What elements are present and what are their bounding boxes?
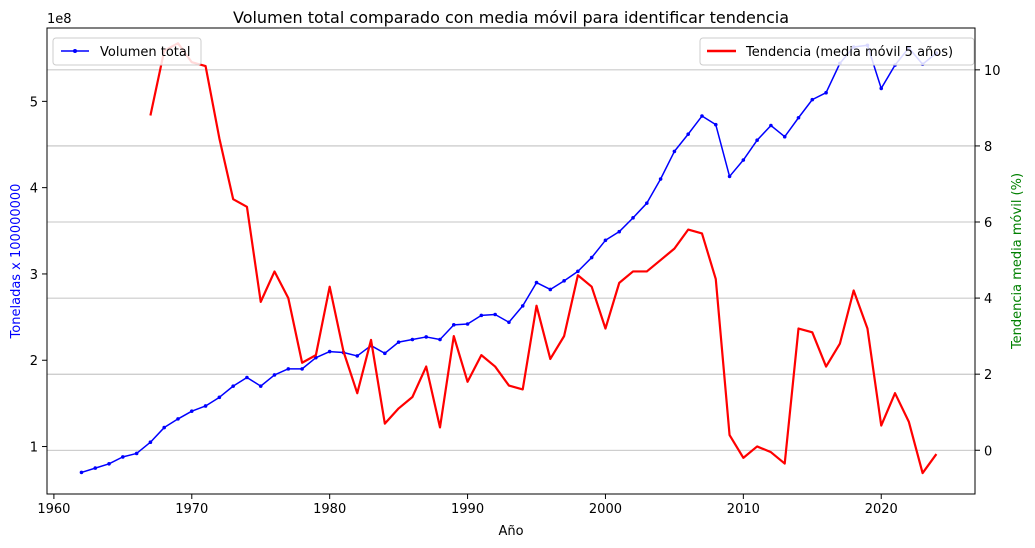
data-point-volumen-1976	[272, 373, 277, 377]
data-point-volumen-2000	[603, 238, 608, 243]
y-right-tick-label-0: 0	[984, 444, 992, 459]
data-point-volumen-2015	[810, 97, 815, 102]
y-left-tick-label-1: 1	[30, 441, 38, 456]
legend-volumen-box	[52, 37, 202, 66]
data-point-volumen-2005	[672, 149, 677, 154]
data-point-volumen-1991	[479, 313, 484, 318]
data-point-volumen-2012	[769, 123, 773, 128]
grid	[47, 69, 975, 451]
data-point-volumen-1988	[438, 337, 442, 342]
data-point-volumen-2008	[713, 122, 718, 127]
legend-tendencia-label: Tendencia (media móvil 5 años)	[745, 45, 953, 60]
data-point-volumen-2001	[617, 229, 622, 234]
data-point-volumen-1984	[383, 351, 387, 356]
data-point-volumen-2004	[658, 177, 663, 181]
x-tick-label-2000: 2000	[589, 502, 622, 517]
x-tick-label-1960: 1960	[37, 502, 70, 517]
data-point-volumen-1962	[79, 470, 84, 475]
data-point-volumen-2006	[686, 132, 690, 136]
data-point-volumen-1999	[589, 255, 594, 260]
data-point-volumen-2016	[824, 90, 828, 95]
data-point-volumen-2014	[796, 115, 801, 120]
data-point-volumen-1973	[231, 384, 235, 388]
x-axis-label: Año	[498, 524, 523, 539]
data-point-volumen-1974	[245, 375, 249, 380]
plot-frame	[46, 27, 976, 495]
data-point-volumen-1993	[507, 320, 511, 325]
data-point-volumen-1963	[93, 466, 98, 470]
data-point-volumen-1975	[258, 384, 263, 388]
x-tick-label-2010: 2010	[727, 502, 760, 517]
data-point-volumen-1995	[534, 280, 539, 285]
y-right-axis-label: Tendencia media móvil (%)	[1010, 173, 1025, 350]
data-point-volumen-1971	[203, 404, 208, 408]
y-left-tick-label-4: 4	[30, 182, 38, 197]
data-point-volumen-1987	[424, 335, 429, 339]
data-point-volumen-1977	[286, 367, 291, 371]
data-point-volumen-1992	[493, 312, 497, 317]
data-point-volumen-1994	[520, 304, 525, 308]
x-tick-label-1990: 1990	[451, 502, 484, 517]
series-line-tendencia	[149, 42, 938, 475]
data-point-volumen-1964	[107, 462, 111, 466]
data-point-volumen-1996	[548, 287, 553, 292]
data-point-volumen-2002	[631, 216, 635, 220]
x-tick-label-1980: 1980	[313, 502, 346, 517]
data-point-volumen-1967	[148, 440, 153, 445]
y-left-tick-label-3: 3	[30, 268, 38, 283]
y-right-tick-label-10: 10	[984, 64, 1001, 79]
data-point-volumen-2011	[755, 138, 759, 142]
chart-title: Volumen total comparado con media móvil …	[233, 8, 789, 27]
data-point-volumen-2003	[645, 201, 649, 205]
series-layer	[79, 42, 939, 475]
legend-tendencia: Tendencia (media móvil 5 años)	[699, 37, 975, 66]
ticks-layer: 1960 1970 1980 1990 2000 2010 2020 1 2 3 4 5 0 2 4 6 8 10	[30, 64, 1001, 517]
y-right-tick-label-6: 6	[984, 216, 992, 231]
legend-volumen: Volumen total	[52, 37, 202, 66]
data-point-volumen-1982	[355, 354, 360, 358]
y-right-tick-label-8: 8	[984, 140, 992, 155]
x-tick-label-1970: 1970	[175, 502, 208, 517]
y-left-tick-label-5: 5	[30, 95, 38, 110]
data-point-volumen-2013	[782, 134, 787, 139]
data-point-volumen-1989	[451, 323, 456, 327]
data-point-volumen-1986	[410, 337, 415, 342]
data-point-volumen-1965	[121, 455, 125, 459]
data-point-volumen-1985	[396, 340, 401, 344]
data-point-volumen-1970	[189, 409, 194, 413]
data-point-volumen-2010	[741, 158, 746, 162]
y-right-tick-label-2: 2	[984, 368, 992, 383]
data-point-volumen-2009	[727, 174, 732, 179]
data-point-volumen-1980	[327, 349, 332, 354]
data-point-volumen-2007	[700, 114, 704, 118]
y-left-tick-label-2: 2	[30, 354, 38, 369]
y-left-offset-label: 1e8	[47, 12, 72, 27]
x-tick-label-2020: 2020	[865, 502, 898, 517]
data-point-volumen-1968	[162, 425, 167, 430]
legend-volumen-marker	[73, 49, 77, 53]
data-point-volumen-1966	[134, 451, 139, 456]
data-point-volumen-1972	[217, 395, 222, 400]
legend-tendencia-box	[699, 37, 975, 66]
data-point-volumen-2020	[879, 86, 884, 91]
data-point-volumen-1998	[576, 269, 580, 274]
y-right-tick-label-4: 4	[984, 292, 992, 307]
y-left-axis-label: Toneladas x 100000000	[9, 184, 24, 340]
data-point-volumen-1969	[176, 417, 180, 421]
data-point-volumen-1978	[300, 367, 304, 371]
data-point-volumen-1997	[562, 279, 566, 283]
data-point-volumen-1990	[465, 322, 470, 326]
legend-volumen-label: Volumen total	[100, 45, 190, 60]
